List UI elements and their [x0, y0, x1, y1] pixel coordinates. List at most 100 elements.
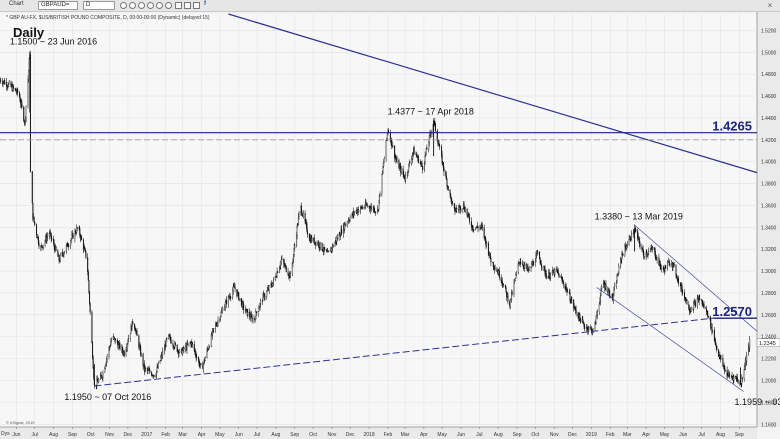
support-trendline [94, 317, 714, 387]
candle-body [332, 244, 334, 247]
candle-body [690, 309, 692, 311]
candle-body [6, 82, 8, 87]
candle-body [125, 349, 127, 356]
candle-body [649, 249, 651, 252]
candle-body [470, 221, 472, 228]
candle-body [76, 227, 78, 229]
interval-input[interactable]: D [83, 1, 115, 10]
candle-body [477, 227, 479, 229]
candle-body [446, 179, 448, 187]
time-tick-label: Nov [105, 432, 114, 438]
candle-body [472, 225, 474, 230]
toolbar-button-3[interactable] [138, 2, 145, 9]
price-tick-label: 1.4600 [761, 94, 777, 100]
candle-body [272, 282, 274, 287]
candle-body [715, 341, 717, 345]
close-icon[interactable]: × [767, 1, 773, 10]
trendlines [0, 13, 758, 392]
candle-body [724, 366, 726, 372]
candle-body [46, 237, 48, 241]
toolbar-button-7[interactable] [175, 2, 182, 9]
toolbar-button-4[interactable] [147, 2, 154, 9]
time-tick-label: Jun [235, 432, 243, 438]
candle-body [50, 232, 52, 239]
candle-body [99, 374, 101, 380]
candle-body [445, 175, 447, 180]
candle-body [293, 254, 295, 261]
candle-body [156, 367, 158, 372]
candle-body [202, 363, 204, 369]
candle-body [463, 203, 465, 209]
candle-body [191, 342, 193, 345]
candle-body [378, 200, 380, 210]
candle-body [515, 272, 517, 275]
candle-body [151, 372, 153, 376]
candle-body [631, 232, 633, 241]
candle-body [688, 308, 690, 312]
candle-body [666, 262, 668, 269]
toolbar-button-2[interactable] [129, 2, 136, 9]
candle-body [405, 174, 407, 181]
toolbar-button-5[interactable] [156, 2, 163, 9]
candle-body [104, 368, 106, 373]
candle-body [25, 117, 27, 122]
candle-body [425, 153, 427, 156]
candle-body [481, 225, 483, 228]
candle-body [311, 237, 313, 242]
candle-body [108, 347, 110, 357]
candle-body [162, 351, 164, 357]
candle-body [280, 261, 282, 266]
candle-body [558, 273, 560, 278]
candle-body [210, 334, 212, 347]
candle-body [296, 225, 298, 236]
candle-body [280, 259, 282, 262]
toolbar-button-8[interactable] [184, 2, 191, 9]
candle-body [600, 288, 602, 296]
candle-body [194, 351, 196, 355]
candle-body [298, 212, 300, 218]
candle-body [29, 54, 31, 172]
time-tick-label: Nov [327, 432, 336, 438]
candle-body [421, 162, 423, 167]
time-tick-label: Apr [642, 432, 650, 438]
toolbar-button-1[interactable] [120, 2, 127, 9]
toolbar-button-6[interactable] [165, 2, 172, 9]
candle-body [381, 174, 383, 195]
candle-body [545, 273, 547, 279]
candle-body [386, 138, 388, 141]
candle-body [336, 237, 338, 240]
candle-body [587, 329, 589, 331]
symbol-input[interactable]: GBPAUD= [38, 1, 78, 10]
candle-body [32, 203, 34, 220]
candle-body [126, 347, 128, 350]
candle-body [716, 346, 718, 351]
candle-body [709, 317, 711, 320]
channel-lower-line [596, 287, 744, 392]
candle-body [226, 300, 228, 305]
candle-body [450, 193, 452, 198]
candle-body [613, 289, 615, 296]
candle-body [741, 378, 743, 384]
candle-body [220, 312, 222, 317]
time-tick-label: Oct [531, 432, 539, 438]
candle-body [733, 376, 735, 381]
candle-body [720, 357, 722, 360]
candle-body [659, 261, 661, 266]
candle-body [232, 286, 234, 292]
candle-body [613, 286, 615, 291]
facebook-icon[interactable]: f [204, 1, 206, 7]
candle-body [675, 265, 677, 276]
time-tick-label: Apr [420, 432, 428, 438]
candle-body [217, 320, 219, 323]
candle-body [522, 264, 524, 267]
candle-body [556, 269, 558, 271]
candle-body [531, 263, 533, 268]
candle-body [121, 347, 123, 352]
candle-body [170, 340, 172, 344]
candle-body [62, 252, 64, 255]
toolbar-button-9[interactable] [193, 2, 200, 9]
candle-body [149, 369, 151, 373]
candle-body [599, 301, 601, 304]
candle-body [466, 208, 468, 216]
